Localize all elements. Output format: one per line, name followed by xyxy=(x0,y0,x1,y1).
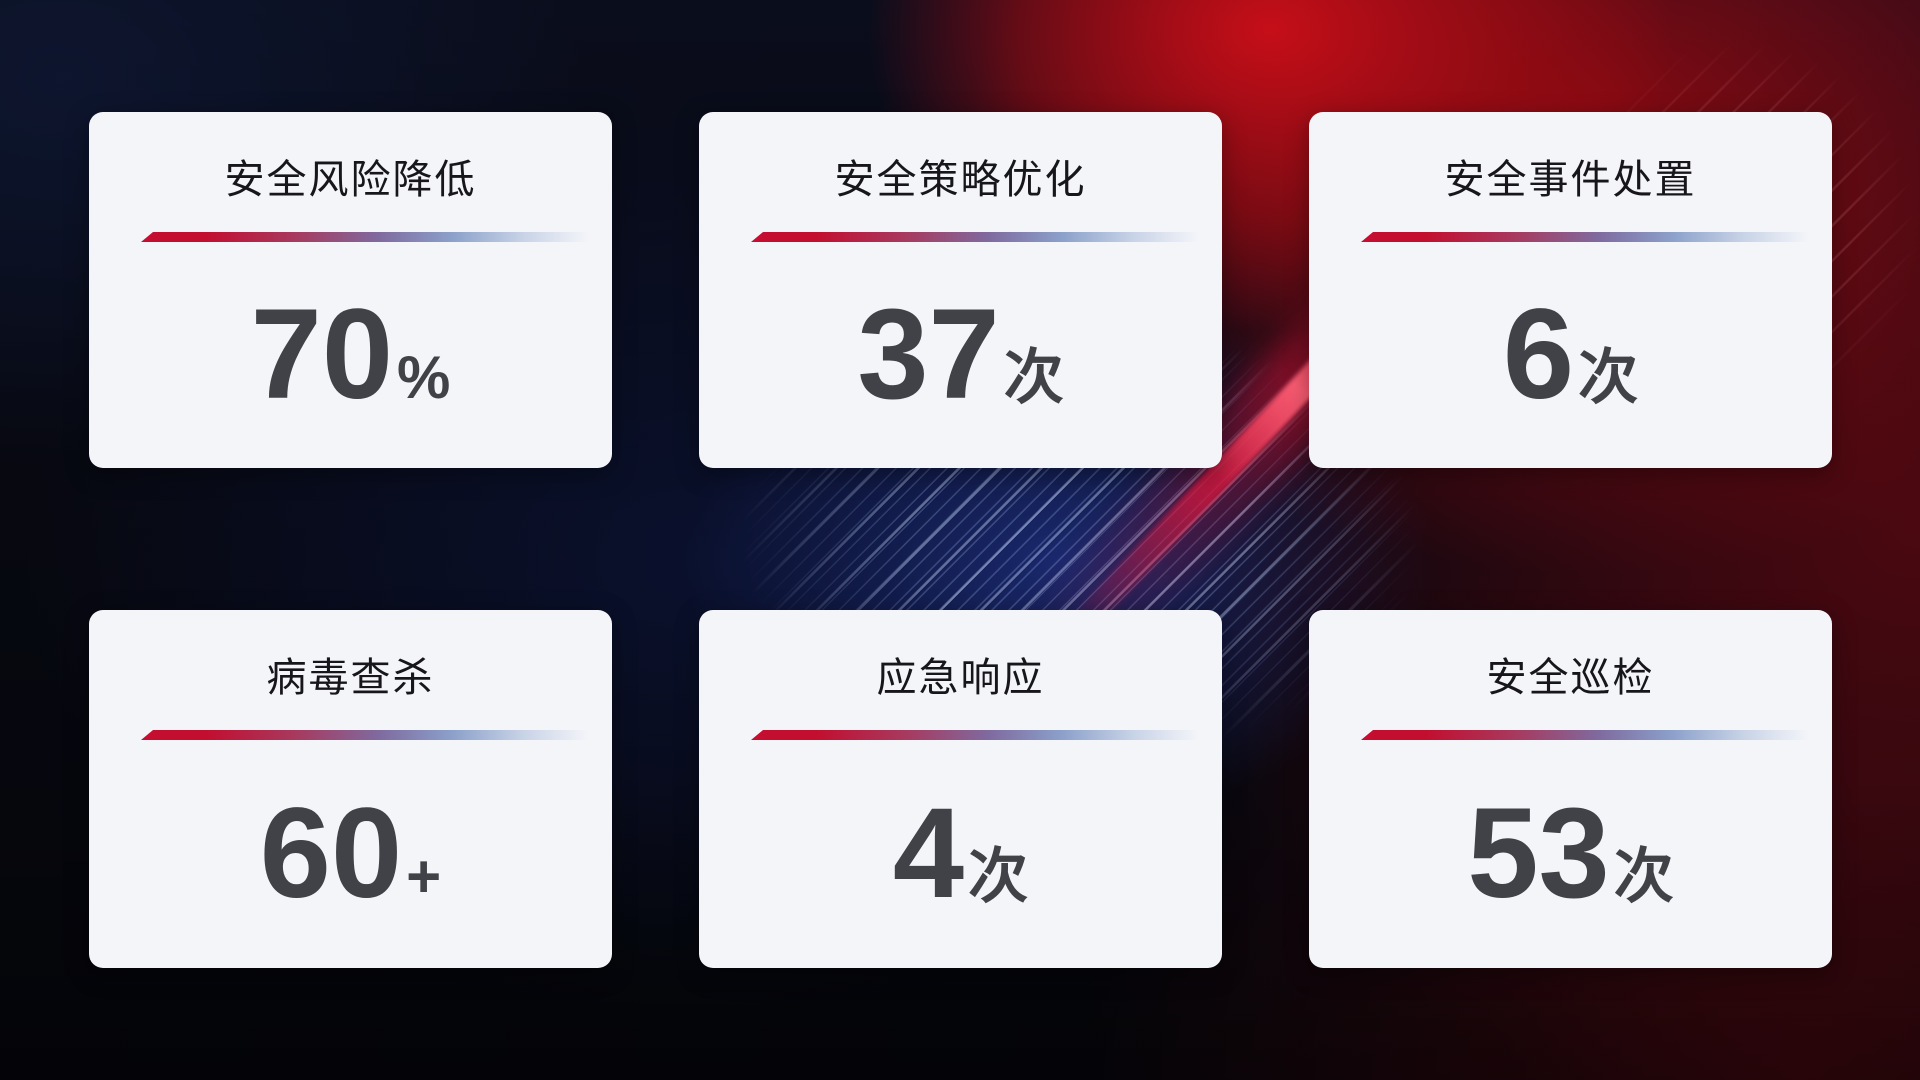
stat-card-virus-scan: 病毒查杀 60+ xyxy=(89,610,612,968)
accent-divider xyxy=(751,730,1208,740)
stat-unit: 次 xyxy=(1613,843,1674,910)
card-value-row: 6次 xyxy=(1309,242,1832,468)
stat-number: 60 xyxy=(259,782,403,925)
stat-card-security-inspection: 安全巡检 53次 xyxy=(1309,610,1832,968)
stat-value: 37次 xyxy=(857,291,1063,419)
card-title: 病毒查杀 xyxy=(266,656,435,700)
stat-number: 6 xyxy=(1502,283,1575,426)
stat-number: 37 xyxy=(857,283,1000,426)
accent-divider xyxy=(751,232,1208,242)
stat-card-policy-optimization: 安全策略优化 37次 xyxy=(699,112,1222,468)
accent-divider xyxy=(141,730,598,740)
card-value-row: 53次 xyxy=(1309,740,1832,968)
card-title: 安全风险降低 xyxy=(224,158,477,202)
card-value-row: 37次 xyxy=(699,242,1222,468)
stat-card-emergency-response: 应急响应 4次 xyxy=(699,610,1222,968)
card-value-row: 4次 xyxy=(699,740,1222,968)
card-title: 应急响应 xyxy=(876,656,1045,700)
card-title: 安全巡检 xyxy=(1486,656,1655,700)
stat-unit: 次 xyxy=(1003,344,1064,411)
stat-value: 6次 xyxy=(1503,291,1638,419)
card-title: 安全事件处置 xyxy=(1444,158,1697,202)
card-value-row: 70% xyxy=(89,242,612,468)
stat-value: 60+ xyxy=(260,790,441,918)
stat-unit: 次 xyxy=(968,843,1029,910)
accent-divider xyxy=(1361,730,1818,740)
stat-value: 53次 xyxy=(1467,790,1673,918)
card-title: 安全策略优化 xyxy=(834,158,1087,202)
stat-card-risk-reduction: 安全风险降低 70% xyxy=(89,112,612,468)
stat-unit: + xyxy=(406,843,442,910)
accent-divider xyxy=(141,232,598,242)
stat-card-incident-handling: 安全事件处置 6次 xyxy=(1309,112,1832,468)
card-value-row: 60+ xyxy=(89,740,612,968)
stat-number: 70 xyxy=(250,283,393,426)
stat-value: 70% xyxy=(251,291,451,419)
accent-divider xyxy=(1361,232,1818,242)
stat-unit: % xyxy=(397,344,451,411)
stat-unit: 次 xyxy=(1578,344,1639,411)
stat-number: 53 xyxy=(1467,782,1610,925)
stat-value: 4次 xyxy=(893,790,1028,918)
stat-number: 4 xyxy=(892,782,965,925)
